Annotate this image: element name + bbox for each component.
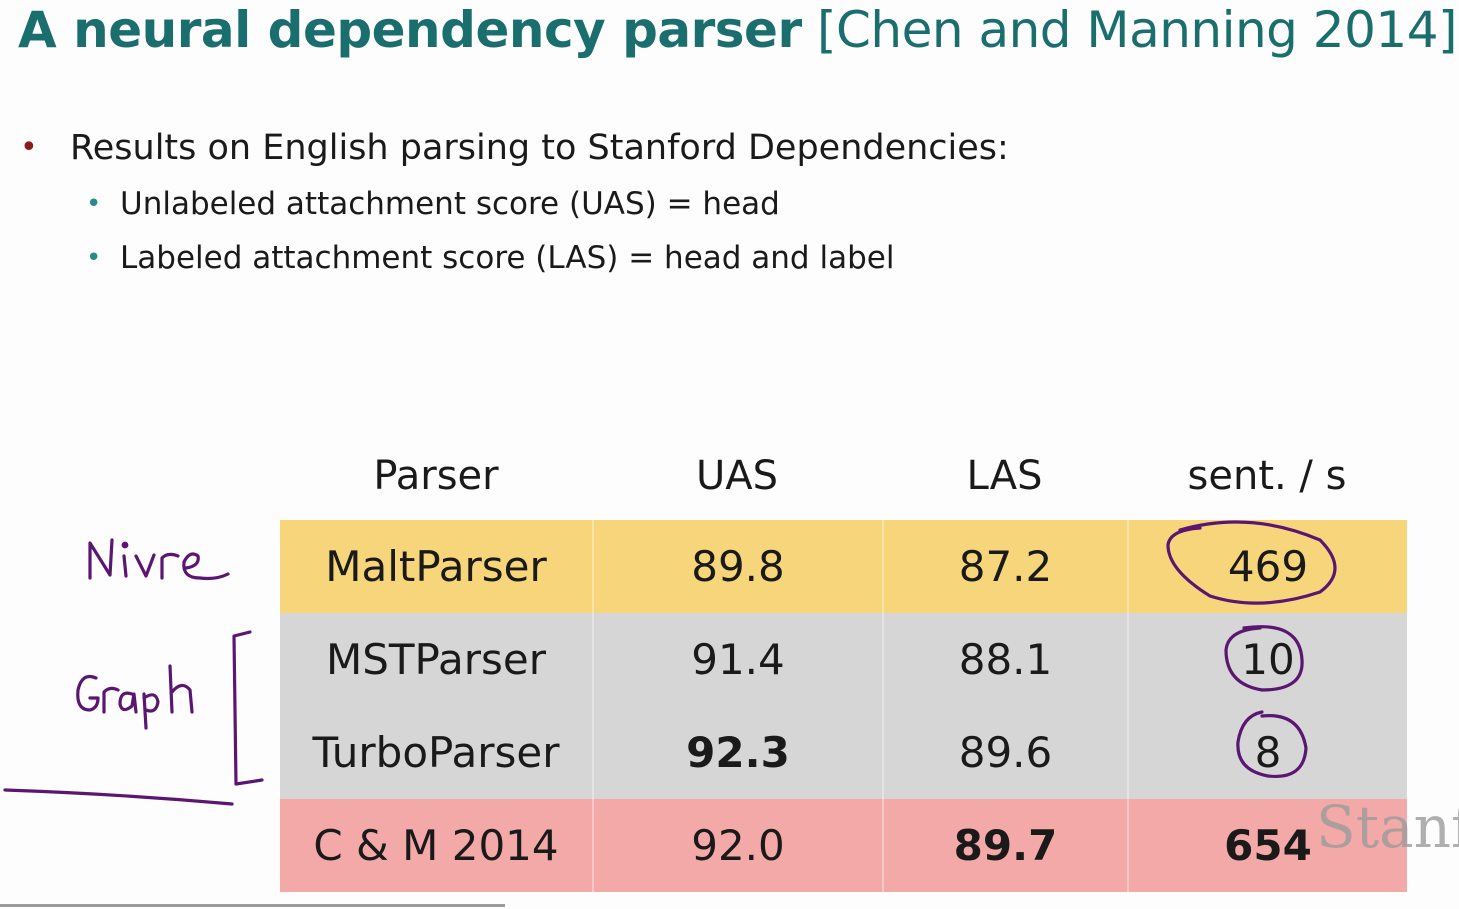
cell-las: 88.1 [882, 613, 1127, 706]
cell-uas: 92.0 [592, 799, 882, 892]
sub-bullet-las: Labeled attachment score (LAS) = head an… [120, 240, 895, 276]
table-row-turboparser: TurboParser 92.3 89.6 8 [280, 706, 1407, 799]
cell-speed: 654 [1127, 799, 1407, 892]
slide-title-citation: [Chen and Manning 2014] [817, 1, 1458, 59]
cell-speed: 469 [1127, 520, 1407, 613]
cell-parser: TurboParser [312, 728, 560, 777]
handwritten-graph-icon [76, 664, 194, 730]
cell-parser: MSTParser [326, 635, 546, 684]
cell-las: 89.6 [882, 706, 1127, 799]
bottom-divider [0, 904, 505, 907]
sub-bullet-dot-icon: • [86, 243, 102, 273]
handwritten-nivre-icon [88, 538, 230, 581]
cell-las: 89.7 [882, 799, 1127, 892]
sub-bullet-uas: Unlabeled attachment score (UAS) = head [120, 186, 780, 222]
handwritten-underline-icon [3, 788, 234, 806]
handwritten-bracket-icon [232, 630, 264, 786]
sub-bullet-dot-icon: • [86, 189, 102, 219]
cell-speed: 8 [1127, 706, 1407, 799]
cell-uas: 89.8 [592, 520, 882, 613]
slide-title: A neural dependency parser [Chen and Man… [18, 0, 1458, 60]
header-parser: Parser [373, 453, 499, 499]
cell-las: 87.2 [882, 520, 1127, 613]
header-las: LAS [966, 453, 1043, 499]
slide-title-main: A neural dependency parser [18, 1, 802, 59]
cell-uas: 91.4 [592, 613, 882, 706]
header-uas: UAS [695, 453, 779, 499]
cell-parser: MaltParser [325, 542, 547, 591]
header-speed: sent. / s [1187, 453, 1347, 499]
stanford-watermark: Stanf [1316, 793, 1459, 861]
cell-uas: 92.3 [592, 706, 882, 799]
table-row-maltparser: MaltParser 89.8 87.2 469 [280, 520, 1407, 613]
table-row-cm2014: C & M 2014 92.0 89.7 654 [280, 799, 1407, 892]
bullet-main: Results on English parsing to Stanford D… [70, 128, 1009, 168]
bullet-dot-icon: • [20, 130, 38, 165]
cell-parser: C & M 2014 [313, 821, 559, 870]
cell-speed: 10 [1127, 613, 1407, 706]
table-row-mstparser: MSTParser 91.4 88.1 10 [280, 613, 1407, 706]
